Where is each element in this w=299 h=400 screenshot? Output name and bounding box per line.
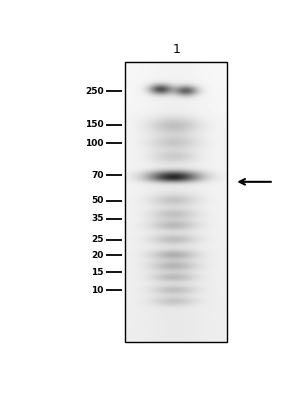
Text: 25: 25 xyxy=(91,235,103,244)
Text: 1: 1 xyxy=(173,43,180,56)
Text: 35: 35 xyxy=(91,214,103,223)
Text: 10: 10 xyxy=(91,286,103,295)
Text: 20: 20 xyxy=(91,251,103,260)
Text: 100: 100 xyxy=(85,139,103,148)
Bar xyxy=(126,62,227,342)
Text: 70: 70 xyxy=(91,171,103,180)
Text: 15: 15 xyxy=(91,268,103,276)
Text: 150: 150 xyxy=(85,120,103,130)
Text: 50: 50 xyxy=(91,196,103,205)
Text: 250: 250 xyxy=(85,87,103,96)
